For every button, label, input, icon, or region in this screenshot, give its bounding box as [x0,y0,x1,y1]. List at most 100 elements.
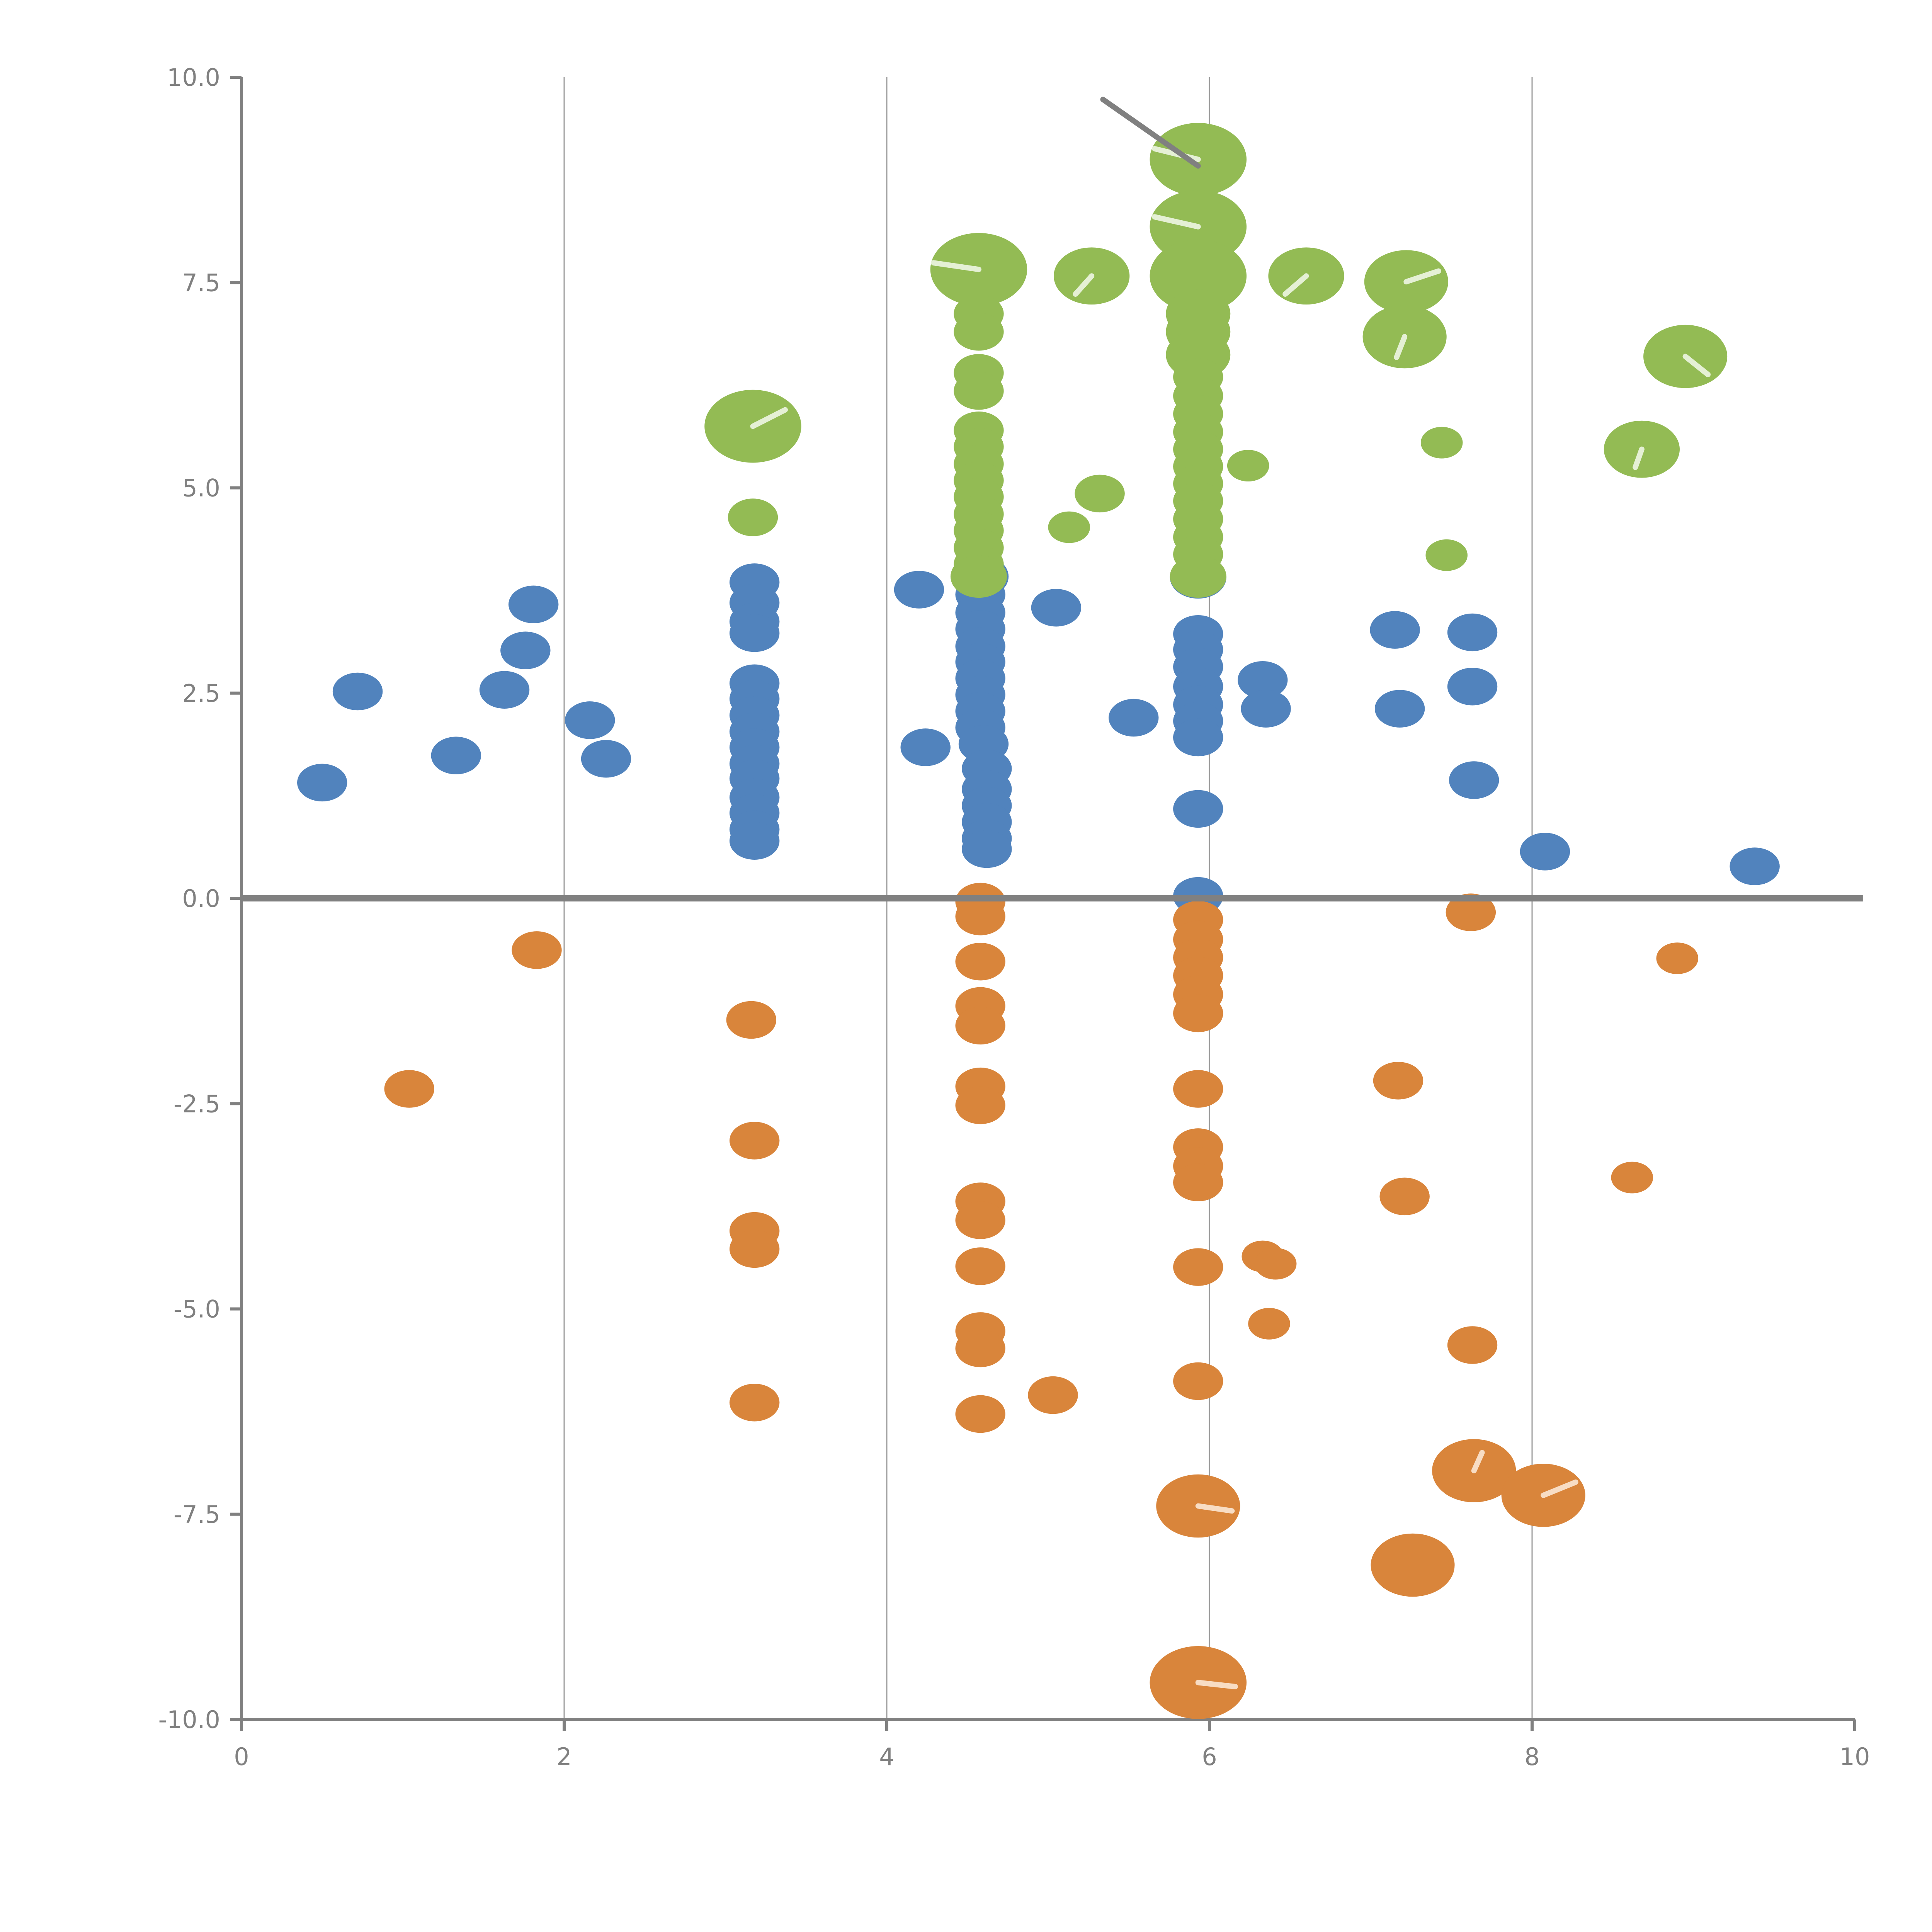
data-point-orange [512,931,562,969]
x-tick-label: 10 [1840,1743,1870,1771]
data-point-orange [1173,994,1223,1032]
data-point-blue [894,571,944,609]
data-point-orange [1248,1308,1290,1340]
data-point-orange [384,1070,434,1108]
data-point-orange [1656,942,1699,975]
data-point-orange [726,1001,777,1039]
data-point-orange [1254,1248,1297,1280]
data-point-whisker-green [1394,334,1408,360]
data-point-orange [955,1086,1005,1124]
data-point-orange [1173,1362,1223,1400]
data-point-orange [729,1122,780,1160]
data-point-green [728,498,778,536]
data-point-whisker-orange [1471,1450,1485,1474]
data-point-orange [1373,1062,1423,1100]
data-point-whisker-green [1633,446,1645,470]
data-point-blue [1173,718,1223,757]
data-point-green [1150,239,1247,313]
data-point-blue [1374,690,1425,728]
data-point-orange [729,1384,780,1422]
y-tick-label: 7.5 [182,269,220,297]
x-tick-label: 8 [1524,1743,1539,1771]
data-point-blue [1730,847,1780,885]
data-point-orange [955,942,1005,981]
data-point-orange [955,1007,1005,1045]
data-point-blue [900,728,951,766]
data-point-whisker-green [1403,268,1441,285]
data-point-orange [955,1329,1005,1367]
data-point-orange [1173,1163,1223,1201]
data-point-blue [297,764,347,802]
data-point-whisker-green [1682,354,1711,378]
data-point-orange [1611,1162,1653,1194]
data-point-green [954,372,1004,410]
y-tick-label: -5.0 [173,1295,220,1323]
data-point-blue [1370,611,1420,649]
data-point-blue [565,701,615,739]
y-tick-label: 0.0 [182,884,220,913]
data-point-orange [1447,1326,1498,1364]
annotation-leader-line [1100,97,1201,169]
axes [230,76,1856,1731]
y-tick-label: -7.5 [173,1500,220,1529]
data-point-green [1420,427,1463,459]
data-point-orange [1379,1177,1430,1216]
data-point-orange [955,1247,1005,1285]
data-point-orange [955,898,1005,935]
data-point-whisker-orange [1195,1503,1235,1514]
data-point-green [1425,539,1468,571]
data-point-blue [479,671,530,709]
data-point-blue [332,672,383,711]
data-point-whisker-orange [1195,1680,1238,1689]
data-point-orange [955,1201,1005,1239]
data-point-orange [1371,1533,1455,1597]
data-point-blue [1031,589,1082,627]
data-point-orange [1173,1070,1223,1108]
y-tick-label: 5.0 [182,474,220,502]
data-point-blue [1238,661,1288,699]
data-point-blue [1109,699,1159,737]
y-axis-tick-labels: -10.0 -7.5 -5.0 -2.5 0.0 2.5 5.0 7.5 10.0 [158,63,220,1734]
data-point-orange [1028,1376,1078,1414]
data-point-blue [1447,668,1498,706]
data-point-blue [729,822,780,860]
data-point-whisker-green [1073,273,1095,297]
data-point-green [1227,450,1269,482]
data-point-orange [1173,1248,1223,1286]
data-point-blue [508,585,559,623]
data-point-blue [962,830,1012,868]
x-tick-label: 0 [234,1743,249,1771]
data-point-blue [1241,690,1291,728]
x-axis-tick-labels: 0 2 4 6 8 10 [234,1743,1870,1771]
x-tick-label: 6 [1202,1743,1217,1771]
data-point-orange [1446,893,1496,931]
data-point-whisker-green [750,407,788,429]
data-point-green [1048,511,1090,543]
y-tick-label: 2.5 [182,679,220,707]
data-point-blue [1520,833,1570,871]
data-point-whisker-orange [1541,1479,1578,1498]
data-point-blue [729,614,780,652]
data-point-whisker-green [931,260,981,272]
data-point-green [1075,474,1125,513]
data-point-orange [955,1395,1005,1433]
data-point-whisker-green [1152,214,1201,230]
x-tick-label: 4 [879,1743,894,1771]
data-point-blue [581,740,631,778]
data-point-blue [431,736,481,774]
data-point-blue [1447,613,1498,651]
data-point-green [954,313,1004,351]
y-tick-label: -2.5 [173,1090,220,1118]
data-point-blue [1173,790,1223,828]
data-point-whisker-green [1282,273,1309,297]
data-point-green [950,555,1007,598]
data-point-blue [1449,761,1499,799]
data-point-blue [500,631,551,669]
data-points [297,123,1780,1719]
x-tick-label: 2 [556,1743,571,1771]
annotation-leader-line [1100,97,1201,169]
y-tick-label: -10.0 [158,1706,220,1734]
data-point-orange [729,1230,780,1268]
